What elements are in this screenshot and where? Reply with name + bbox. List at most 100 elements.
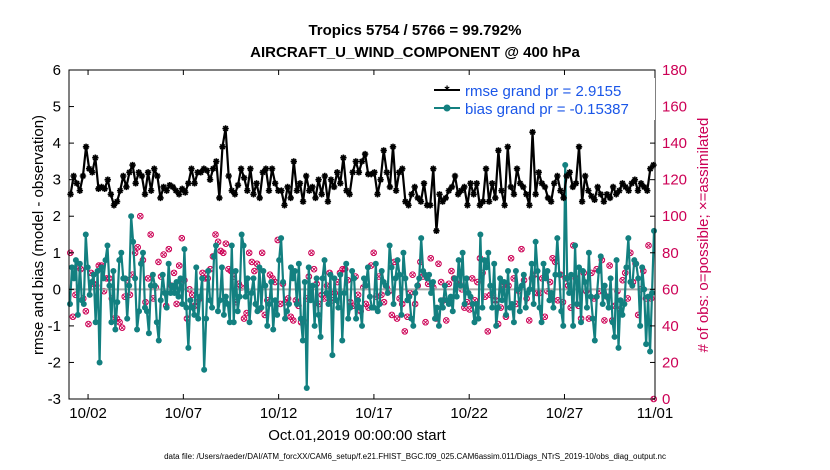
rmse-point: [389, 143, 397, 150]
rmse-point: [631, 176, 639, 183]
bias-point: [205, 268, 212, 275]
bias-point: [177, 275, 184, 282]
bias-point: [80, 300, 87, 307]
obs-possible-circle: [601, 317, 608, 324]
obs-assimilated-cross: [467, 306, 473, 312]
rmse-point: [392, 187, 400, 194]
bias-point: [102, 257, 109, 264]
y-right-tick-label: 0: [662, 391, 670, 408]
bias-point: [347, 304, 354, 311]
x-tick-label: 10/22: [450, 405, 488, 422]
bias-point: [510, 319, 517, 326]
bias-point: [323, 289, 330, 296]
bias-point: [542, 275, 549, 282]
axes-box: [68, 69, 656, 400]
bias-point: [191, 311, 198, 318]
bias-point: [647, 348, 654, 355]
obs-assimilated-cross: [428, 255, 434, 261]
bias-point: [272, 297, 279, 304]
bias-point: [341, 289, 348, 296]
rmse-point: [458, 187, 465, 194]
rmse-point: [644, 187, 651, 194]
bias-point: [280, 279, 287, 286]
bias-point: [461, 300, 468, 307]
bias-point: [82, 231, 89, 238]
rmse-point: [299, 198, 307, 205]
bias-point: [104, 242, 111, 249]
bias-point: [418, 235, 425, 242]
bias-point: [497, 275, 504, 282]
obs-assimilated-cross: [220, 250, 226, 256]
obs-marker: [199, 269, 206, 277]
obs-possible-circle: [170, 269, 178, 277]
bias-point: [633, 260, 640, 267]
obs-possible-circle: [308, 249, 315, 257]
rmse-point: [89, 169, 96, 176]
bias-point: [564, 275, 571, 282]
bias-point: [597, 253, 604, 260]
legend-rmse-label: rmse grand pr = 2.9155: [465, 83, 621, 100]
bias-point: [412, 289, 419, 296]
bias-point: [66, 300, 73, 307]
rmse-point: [566, 169, 573, 176]
rmse-point: [330, 183, 338, 191]
obs-possible-circle: [118, 324, 126, 332]
y-tick-label: 1: [53, 245, 61, 262]
obs-possible-circle: [448, 267, 455, 275]
y-right-tick-label: 80: [662, 245, 679, 262]
obs-marker: [175, 262, 183, 269]
bias-point: [185, 344, 192, 351]
rmse-point: [591, 196, 598, 203]
rmse-point: [225, 172, 232, 180]
bias-point: [451, 275, 458, 282]
rmse-point: [461, 183, 468, 191]
obs-assimilated-cross: [410, 272, 416, 278]
obs-marker: [219, 249, 227, 257]
obs-assimilated-cross: [176, 263, 182, 269]
rmse-point: [569, 183, 577, 191]
bias-point: [491, 260, 498, 267]
rmse-point: [433, 227, 440, 235]
bias-point: [305, 264, 312, 271]
bias-point: [532, 238, 539, 245]
bias-point: [114, 299, 121, 306]
rmse-point: [253, 180, 260, 187]
bias-point: [149, 271, 156, 278]
bias-point: [236, 293, 243, 300]
obs-possible-circle: [525, 317, 533, 324]
rmse-point: [414, 194, 422, 202]
rmse-point: [163, 187, 170, 194]
obs-assimilated-cross: [402, 328, 408, 334]
bias-point: [487, 282, 494, 289]
bias-point: [187, 297, 194, 304]
bias-point: [260, 268, 267, 275]
rmse-point: [219, 143, 226, 150]
bias-point: [74, 311, 81, 318]
bias-point: [321, 257, 328, 264]
rmse-point: [585, 187, 592, 194]
bias-point: [530, 300, 537, 307]
bias-point: [183, 304, 190, 311]
y-right-tick-label: 160: [662, 99, 687, 116]
bias-point: [307, 297, 314, 304]
bias-point: [388, 264, 395, 271]
obs-possible-circle: [427, 254, 435, 262]
bias-point: [562, 162, 569, 169]
obs-assimilated-cross: [85, 321, 91, 327]
rmse-point: [560, 194, 567, 202]
rmse-point: [448, 183, 456, 191]
obs-marker: [435, 260, 442, 268]
bias-point: [467, 293, 474, 300]
obs-marker: [518, 245, 525, 253]
rmse-point: [411, 183, 418, 191]
bias-point: [355, 297, 362, 304]
bias-point: [218, 264, 225, 271]
rmse-point: [371, 169, 378, 176]
bias-point: [540, 260, 547, 267]
bias-point: [351, 275, 358, 282]
rmse-point: [337, 180, 344, 187]
rmse-point: [603, 191, 611, 198]
rmse-point: [95, 185, 102, 193]
rmse-point: [138, 172, 146, 180]
bias-point: [394, 257, 401, 264]
